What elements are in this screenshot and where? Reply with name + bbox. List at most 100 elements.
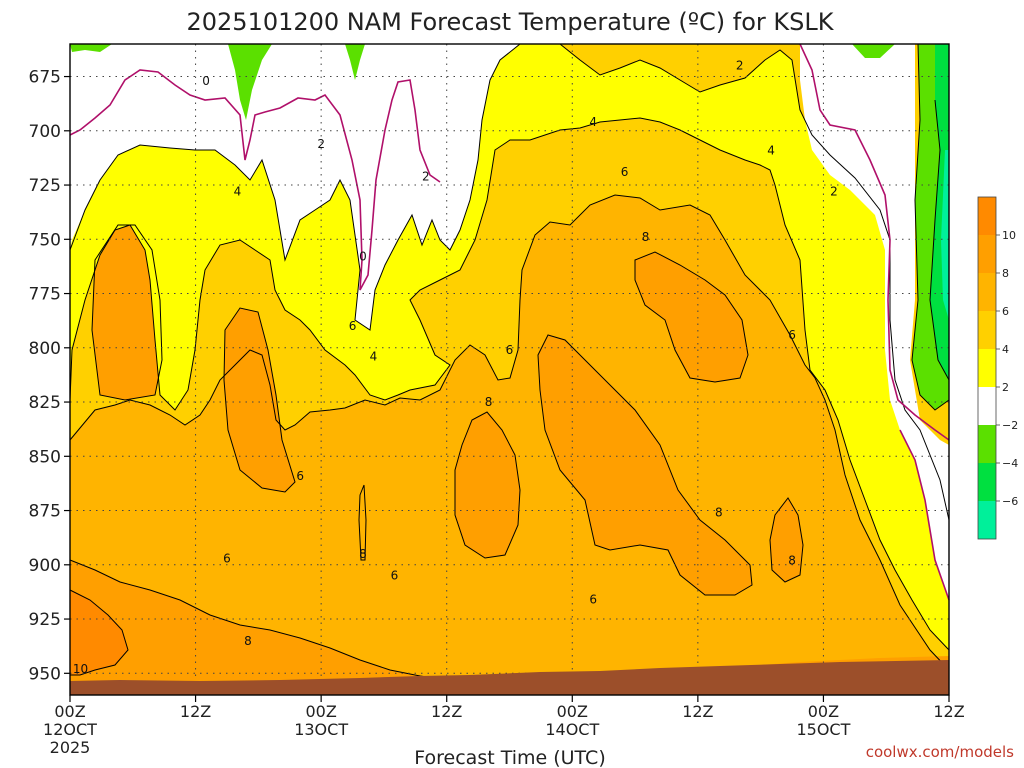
band-minus2-2 bbox=[70, 44, 520, 330]
contour-label-9: 6 bbox=[223, 551, 231, 565]
band-8-10-core-5 bbox=[224, 308, 295, 492]
colorbar-label-1: 8 bbox=[1002, 267, 1009, 280]
x-tick-hour-6: 00Z bbox=[808, 702, 839, 721]
y-tick-label-675: 675 bbox=[29, 68, 61, 88]
contour-label-11: 6 bbox=[391, 569, 399, 583]
y-tick-label-950: 950 bbox=[29, 664, 61, 684]
contour-label-1: 2 bbox=[317, 137, 325, 151]
contour-minus2-right bbox=[911, 43, 950, 411]
x-tick-date-6: 15OCT bbox=[796, 720, 850, 739]
x-tick-hour-4: 00Z bbox=[557, 702, 588, 721]
x-tick-hour-0: 00Z bbox=[54, 702, 85, 721]
contour-8-core-5 bbox=[223, 307, 296, 493]
colorbar-bin-0 bbox=[978, 197, 996, 235]
x-tick-hour-3: 12Z bbox=[431, 702, 462, 721]
x-tick-hour-5: 12Z bbox=[682, 702, 713, 721]
terrain-surface bbox=[70, 660, 949, 695]
band-8-10-core-1 bbox=[455, 412, 520, 558]
contour-label-2: 4 bbox=[234, 185, 242, 199]
x-tick-hour-2: 00Z bbox=[305, 702, 336, 721]
contour-label-7: 6 bbox=[296, 469, 304, 483]
contour-10 bbox=[69, 589, 129, 676]
y-tick-label-900: 900 bbox=[29, 556, 61, 576]
contour-label-20: 6 bbox=[788, 328, 796, 342]
band-8-10-core-4 bbox=[770, 498, 803, 582]
colorbar-bin-3 bbox=[978, 311, 996, 349]
contour-6 bbox=[69, 194, 950, 671]
contour-label-13: 8 bbox=[485, 395, 493, 409]
contour-label-18: 2 bbox=[736, 59, 744, 73]
colorbar-bin-7 bbox=[978, 463, 996, 501]
contour-0-far-right bbox=[899, 429, 950, 601]
colorbar-label-4: 2 bbox=[1002, 381, 1009, 394]
y-tick-label-700: 700 bbox=[29, 122, 61, 142]
contour-label-12: 10 bbox=[73, 662, 88, 676]
contour-label-17: 8 bbox=[642, 230, 650, 244]
contour-4 bbox=[69, 117, 950, 651]
contour-label-22: 8 bbox=[715, 506, 723, 520]
contour-label-23: 6 bbox=[589, 593, 597, 607]
band-minus4-minus2-spike-1 bbox=[228, 44, 272, 120]
x-tick-hour-7: 12Z bbox=[933, 702, 964, 721]
contour-lines bbox=[69, 43, 950, 684]
colorbar-bin-4 bbox=[978, 349, 996, 387]
contour-label-21: 2 bbox=[830, 185, 838, 199]
colorbar-label-2: 6 bbox=[1002, 305, 1009, 318]
colorbar-bin-2 bbox=[978, 273, 996, 311]
colorbar: 10 8 6 4 2 −2 −4 −6 bbox=[977, 196, 1018, 540]
band-8-10 bbox=[70, 560, 949, 695]
contour-label-4: 2 bbox=[422, 169, 430, 183]
band-minus4-minus2-spike-2 bbox=[345, 44, 365, 80]
contour-label-0: 0 bbox=[202, 74, 210, 88]
plot-frame bbox=[69, 43, 950, 696]
contour-label-6: 4 bbox=[370, 349, 378, 363]
colorbar-label-6: −4 bbox=[1002, 457, 1018, 470]
x-axis-label: Forecast Time (UTC) bbox=[414, 747, 605, 768]
plot-area: 0 2 4 0 2 6 4 6 8 6 8 6 10 8 6 4 6 8 2 4 6 2 8 6 8 bbox=[69, 43, 950, 696]
contour-label-15: 4 bbox=[589, 115, 597, 129]
x-tick-date-2: 13OCT bbox=[294, 720, 348, 739]
colorbar-frame bbox=[977, 196, 997, 540]
x-tick-date-4: 14OCT bbox=[545, 720, 599, 739]
y-tick-label-925: 925 bbox=[29, 610, 61, 630]
band-minus4-minus2-top-right bbox=[852, 44, 895, 58]
contour-label-3: 0 bbox=[359, 250, 367, 264]
chart-title: 2025101200 NAM Forecast Temperature (ºC)… bbox=[186, 8, 834, 36]
contour-8-core-3 bbox=[634, 251, 749, 383]
band-8-10-core-2 bbox=[538, 335, 752, 595]
contour-label-24: 8 bbox=[788, 553, 796, 567]
y-tick-label-800: 800 bbox=[29, 339, 61, 359]
contour-label-5: 6 bbox=[349, 319, 357, 333]
contour-8-core-4 bbox=[769, 497, 804, 583]
band-10-12 bbox=[70, 590, 128, 675]
colorbar-label-0: 10 bbox=[1002, 229, 1016, 242]
contour-0-left bbox=[69, 69, 441, 291]
band-minus4-minus2-left bbox=[70, 44, 112, 52]
contour-2-right bbox=[559, 43, 950, 521]
contour-labels: 0 2 4 0 2 6 4 6 8 6 8 6 10 8 6 4 6 8 2 4 6 2 8 6 8 bbox=[73, 59, 838, 676]
y-tick-label-825: 825 bbox=[29, 393, 61, 413]
contour-0-right bbox=[799, 43, 950, 441]
y-tick-label-875: 875 bbox=[29, 502, 61, 522]
band-minus2-2-right bbox=[800, 44, 949, 600]
credit-text: coolwx.com/models bbox=[866, 743, 1014, 761]
zero-contours bbox=[69, 43, 950, 601]
y-tick-label-725: 725 bbox=[29, 176, 61, 196]
contour-8-lower bbox=[69, 559, 471, 684]
colorbar-bin-8 bbox=[978, 501, 996, 539]
colorbar-label-3: 4 bbox=[1002, 343, 1009, 356]
colorbar-label-5: −2 bbox=[1002, 419, 1018, 432]
colorbar-bin-1 bbox=[978, 235, 996, 273]
contour-8-core-2 bbox=[537, 334, 753, 596]
contour-label-8: 8 bbox=[359, 547, 367, 561]
contour-8-sliver bbox=[358, 484, 367, 561]
y-axis: 675 700 725 750 775 800 825 850 875 900 925 950 bbox=[29, 68, 70, 684]
x-tick-hour-1: 12Z bbox=[180, 702, 211, 721]
x-tick-date-0: 12OCT bbox=[43, 720, 97, 739]
y-tick-label-850: 850 bbox=[29, 447, 61, 467]
band-8-10-core-6 bbox=[92, 225, 162, 400]
contour-label-16: 6 bbox=[621, 165, 629, 179]
contour-label-10: 8 bbox=[244, 634, 252, 648]
